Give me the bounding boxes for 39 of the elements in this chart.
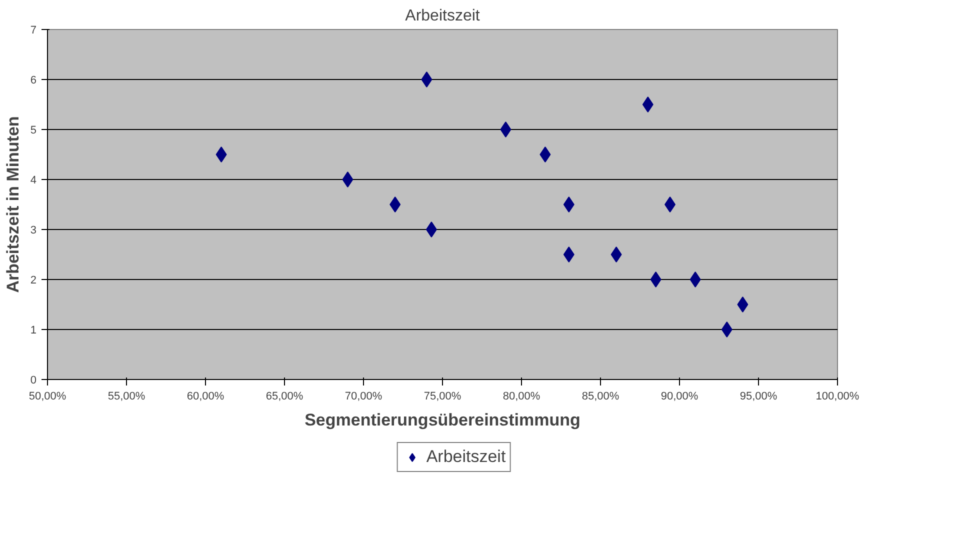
point bbox=[664, 196, 676, 212]
x-tick-label: 95,00% bbox=[740, 390, 778, 402]
y-tick-label: 1 bbox=[30, 324, 37, 336]
x-tick-label: 85,00% bbox=[582, 390, 620, 402]
point bbox=[642, 96, 654, 112]
x-tick-label: 80,00% bbox=[502, 390, 540, 402]
y-tick-label: 6 bbox=[30, 74, 37, 86]
point bbox=[540, 146, 551, 162]
point bbox=[690, 272, 701, 288]
chart-title: Arbeitszeit bbox=[405, 8, 480, 24]
y-tick-label: 3 bbox=[30, 224, 37, 236]
x-axis-title: Segmentierungsübereinstimmung bbox=[304, 410, 580, 430]
point bbox=[721, 322, 732, 338]
legend-label: Arbeitszeit bbox=[426, 447, 506, 467]
point bbox=[500, 122, 512, 138]
y-tick-label: 0 bbox=[30, 374, 37, 386]
x-tick-label: 65,00% bbox=[266, 390, 304, 402]
x-tick-label: 50,00% bbox=[28, 390, 66, 402]
point bbox=[610, 246, 622, 262]
x-tick-label: 100,00% bbox=[816, 390, 860, 402]
point bbox=[650, 272, 662, 288]
x-tick-label: 90,00% bbox=[660, 390, 698, 402]
point bbox=[216, 146, 227, 162]
x-tick-label: 55,00% bbox=[108, 390, 146, 402]
point bbox=[563, 196, 574, 212]
y-tick-label: 7 bbox=[30, 24, 37, 36]
point bbox=[563, 246, 574, 262]
y-tick-label: 2 bbox=[30, 274, 37, 286]
y-tick-label: 5 bbox=[30, 124, 37, 136]
x-tick-label: 60,00% bbox=[186, 390, 224, 402]
point bbox=[426, 222, 437, 238]
point bbox=[421, 72, 432, 88]
point bbox=[737, 296, 748, 312]
y-tick-label: 4 bbox=[30, 174, 37, 186]
point bbox=[390, 196, 401, 212]
point bbox=[342, 172, 354, 188]
x-tick-label: 70,00% bbox=[344, 390, 382, 402]
x-tick-label: 75,00% bbox=[424, 390, 462, 402]
y-axis-title: Arbeitszeit in Minuten bbox=[3, 116, 22, 293]
